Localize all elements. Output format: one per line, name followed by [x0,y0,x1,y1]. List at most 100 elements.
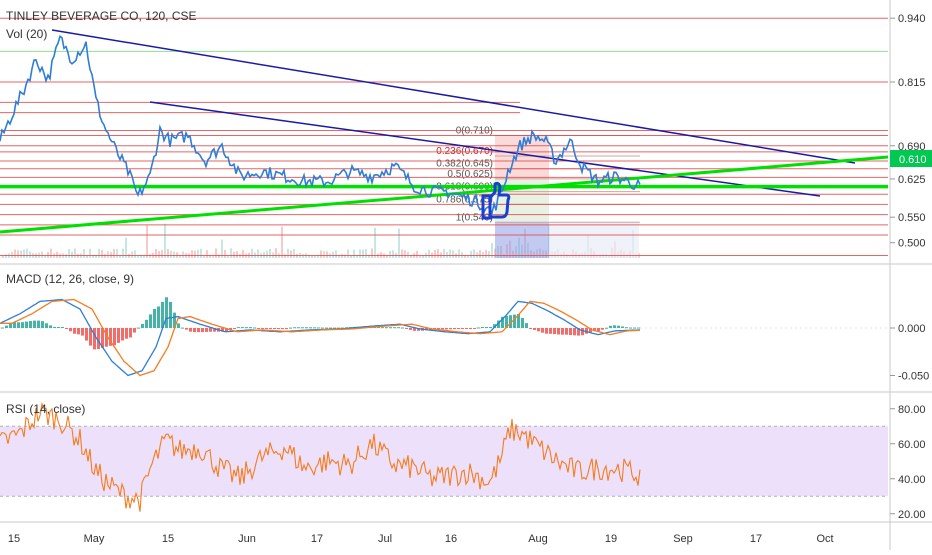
macd-indicator-label[interactable]: MACD (12, 26, close, 9) [6,272,134,286]
macd-histogram-bar [557,328,560,335]
macd-histogram-bar [489,326,492,328]
macd-histogram-bar [617,325,620,328]
macd-histogram-bar [601,328,604,330]
trendlines[interactable] [0,29,889,234]
rsi-series [0,401,641,512]
macd-histogram-bar [613,325,616,328]
macd-histogram-bar [89,328,92,346]
volume-bar [146,225,148,258]
volume-bar [236,251,238,258]
macd-histogram-bar [173,312,176,328]
time-axis-tick: May [84,533,105,545]
volume-bar [251,248,253,258]
macd-axis-tick: 0.000 [898,323,926,335]
volume-bar [479,249,481,258]
macd-histogram-bar [13,322,16,328]
volume-bar [167,249,169,258]
volume-bar [155,248,157,258]
macd-histogram-bar [441,328,444,330]
macd-histogram-bar [229,328,232,331]
macd-histogram-bar [305,327,308,329]
descending-trendline-lower[interactable] [149,101,821,197]
volume-bar [401,249,403,258]
macd-histogram-bar [413,328,416,331]
volume-bar [23,249,25,258]
macd-histogram-bar [85,328,88,341]
volume-bar [95,254,97,258]
macd-histogram-bar [289,327,292,329]
macd-histogram-bar [389,327,392,329]
macd-histogram-bar [141,323,144,328]
volume-bar [191,250,193,258]
macd-histogram-bar [553,328,556,335]
macd-histogram-bar [593,328,596,332]
macd-histogram-bar [209,328,212,332]
volume-bar [242,249,244,258]
macd-histogram-bar [333,327,336,329]
volume-bar [182,251,184,258]
macd-histogram-bar [125,328,128,339]
macd-histogram-bar [77,328,80,335]
descending-trendline-upper[interactable] [51,29,856,164]
volume-bar [164,223,166,258]
volume-bar [293,249,295,258]
volume-bar [215,248,217,258]
rsi-indicator-label[interactable]: RSI (14, close) [6,402,85,416]
volume-indicator-label[interactable]: Vol (20) [6,27,47,41]
macd-histogram-bar [189,328,192,332]
volume-bar [449,249,451,258]
volume-bar [77,253,79,258]
grid-layer [0,327,888,497]
volume-bar [2,255,4,258]
price-axis-tick: 0.690 [898,141,926,153]
volume-bar [116,248,118,258]
macd-histogram-bar [585,328,588,334]
macd-histogram-bar [309,327,312,329]
volume-bar [56,251,58,258]
volume-bar [473,249,475,258]
macd-histogram-bar [569,328,572,336]
current-price-label: 0.610 [899,154,927,166]
volume-bar [74,248,76,258]
macd-histogram-bar [153,309,156,328]
volume-bar [41,251,43,258]
thumbs-up-icon[interactable] [481,181,511,220]
rsi-axis-tick: 40.00 [898,474,926,486]
volume-bar [104,254,106,258]
volume-bar [362,249,364,258]
time-axis-tick: 17 [750,533,762,545]
macd-histogram-bar [117,328,120,343]
macd-histogram-bar [437,328,440,330]
macd-histogram-bar [321,327,324,329]
macd-histogram-bar [325,327,328,329]
volume-bar [404,250,406,258]
macd-histogram-bar [565,328,568,335]
volume-bar [209,254,211,258]
macd-histogram-bar [129,328,132,338]
volume-bar [428,249,430,258]
volume-bar [137,255,139,258]
macd-histogram-bar [69,328,72,332]
macd-histogram-bar [417,328,420,331]
macd-histogram-bar [469,328,472,329]
macd-histogram-bar [33,320,36,328]
volume-bar [458,249,460,258]
macd-histogram-bar [337,327,340,329]
macd-histogram-bar [49,325,52,328]
volume-bar [281,226,283,258]
macd-histogram-bar [61,326,64,328]
volume-bar [386,255,388,258]
macd-histogram-bar [93,328,96,350]
macd-histogram-bar [97,328,100,350]
volume-bar [398,228,400,258]
macd-histogram-bar [313,327,316,329]
volume-bar [467,255,469,258]
volume-bar [464,255,466,258]
current-price-badge [890,150,932,167]
volume-bar [311,255,313,258]
macd-histogram-bar [137,327,140,329]
ascending-support-trendline[interactable] [0,155,889,234]
macd-histogram-bar [37,320,40,328]
macd-histogram-bar [525,323,528,328]
